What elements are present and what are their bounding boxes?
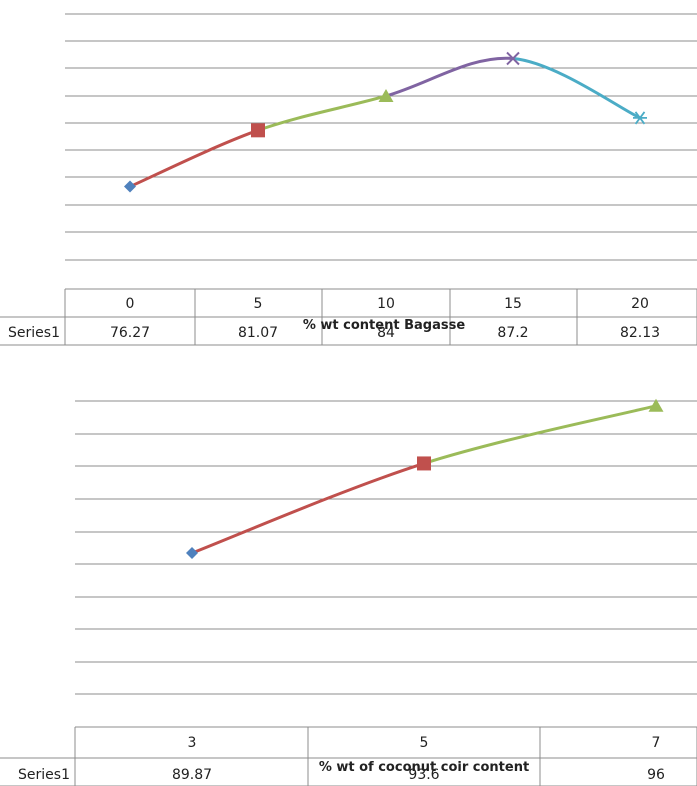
data-table-value-0-4: 82.13 [620, 325, 660, 341]
series-row-label-1: Series1 [18, 767, 70, 783]
x-tick-label-1-0: 3 [188, 735, 197, 751]
x-tick-label-0-3: 15 [504, 296, 522, 312]
data-table-value-1-0: 89.87 [172, 767, 212, 783]
series-line-segment-0-1 [256, 94, 388, 132]
x-tick-label-1-2: 7 [652, 735, 661, 751]
data-table-value-1-1: 93.6 [408, 767, 439, 783]
series-line-segment-0-2 [384, 56, 515, 98]
x-tick-label-1-1: 5 [420, 735, 429, 751]
data-point-1-0 [186, 547, 198, 560]
data-table-value-0-3: 87.2 [497, 325, 528, 341]
data-point-0-1 [251, 123, 265, 138]
series-row-label-0: Series1 [8, 325, 60, 341]
data-table-value-0-0: 76.27 [110, 325, 150, 341]
data-point-1-1 [417, 456, 431, 471]
data-point-0-0 [124, 180, 136, 193]
data-point-0-4 [633, 111, 647, 125]
data-point-0-3 [506, 51, 520, 66]
x-tick-label-0-2: 10 [377, 296, 395, 312]
x-axis-title-0: % wt content Bagasse [303, 318, 465, 333]
x-axis-title-1: % wt of coconut coir content [319, 760, 529, 775]
data-table-value-0-2: 84 [377, 325, 395, 341]
series-line-segment-1-1 [422, 404, 658, 465]
series-line-segment-0-0 [128, 128, 260, 189]
x-tick-label-0-1: 5 [254, 296, 263, 312]
data-point-0-2 [378, 89, 394, 102]
x-tick-label-0-0: 0 [126, 296, 135, 312]
series-line-segment-1-0 [190, 461, 426, 555]
data-table-value-1-2: 96 [647, 767, 665, 783]
data-point-1-2 [648, 398, 664, 412]
x-tick-label-0-4: 20 [631, 296, 649, 312]
data-table-value-0-1: 81.07 [238, 325, 278, 341]
series-line-segment-0-3 [511, 57, 642, 120]
